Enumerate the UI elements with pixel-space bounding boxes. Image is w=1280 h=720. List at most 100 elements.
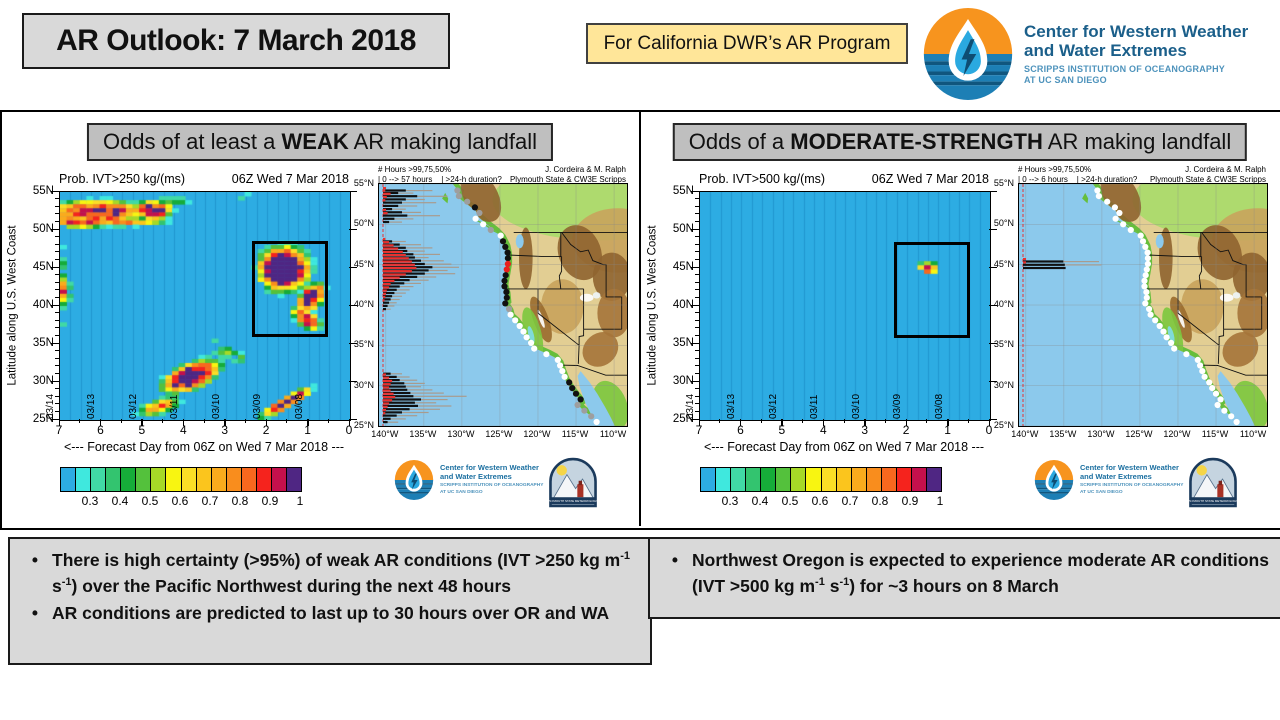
coast-duration-dot [1233, 418, 1240, 426]
forecast-date-label: 03/11 [169, 394, 181, 419]
colorbar-cell [76, 468, 92, 491]
colorbar-cell [61, 468, 77, 491]
y-axis-minor-tick [55, 365, 59, 367]
forecast-date-label: 03/08 [933, 393, 945, 419]
y-axis-minor-tick [55, 327, 59, 329]
logo-name-line1: Center for Western Weather [440, 463, 539, 473]
map-header: # Hours >99,75,50% | 0 --> 6 hours | >24… [1018, 165, 1137, 184]
coast-duration-dot [1209, 385, 1216, 392]
map-lat-label: 40°N [993, 299, 1014, 309]
map-lon-label: 120°W [1163, 429, 1191, 439]
y-axis-minor-tick [695, 395, 699, 397]
coast-duration-dot [1112, 215, 1119, 222]
colorbar-cell [286, 468, 301, 491]
logo-sub-line2: AT UC SAN DIEGO [1080, 489, 1123, 495]
probability-heatmap [59, 191, 351, 421]
colorbar-cell [881, 468, 897, 491]
y-axis-tick [989, 304, 997, 306]
logo-name-line1: Center for Western Weather [1024, 21, 1249, 41]
coast-duration-dot [512, 317, 519, 324]
colorbar-cell [256, 468, 272, 491]
y-axis-tick [349, 190, 357, 192]
x-axis-tick [265, 419, 268, 426]
y-axis-minor-tick [55, 395, 59, 397]
map-lat-label: 45°N [353, 258, 374, 269]
coast-duration-dot [501, 283, 508, 290]
y-axis-minor-tick [695, 198, 699, 200]
map-credit-line2: Plymouth State & CW3E Scripps [1149, 174, 1266, 184]
colorbar-tick-label: 0.3 [81, 494, 99, 508]
x-axis-tick [905, 419, 908, 426]
map-lat-label: 35°N [353, 339, 374, 350]
y-axis-tick [691, 304, 699, 306]
x-axis-tick-label: 7 [695, 423, 703, 437]
cw3e-small-text: Center for Western Weather and Water Ext… [1080, 464, 1183, 496]
coast-map-svg [379, 176, 637, 427]
y-axis-minor-tick [55, 350, 59, 352]
y-axis-tick [349, 418, 357, 420]
colorbar-cell [91, 468, 107, 491]
x-axis-tick [141, 419, 143, 426]
x-axis-tick-label: 6 [97, 423, 104, 437]
x-axis-minor-tick [244, 419, 246, 423]
map-lat-label: 35°N [993, 339, 1014, 350]
coast-duration-dot [572, 390, 580, 397]
colorbar-cell [791, 468, 807, 491]
coast-duration-dot [577, 396, 584, 403]
logo-name-line1: Center for Western Weather [1080, 463, 1179, 473]
panel-moderate-ar: Odds of a MODERATE-STRENGTH AR making la… [640, 110, 1280, 526]
coast-duration-dot [569, 385, 576, 392]
heatmap-title: Prob. IVT>500 kg/(ms) [699, 172, 826, 186]
map-credit-line1: J. Cordeira & M. Ralph [1185, 165, 1266, 174]
colorbar-tick-label: 0.4 [111, 494, 129, 508]
forecast-date-label: 03/08 [293, 393, 305, 419]
y-axis-tick-label: 55N [672, 185, 694, 197]
y-axis-tick-label: 30N [32, 375, 54, 387]
x-axis-tick [99, 419, 102, 426]
y-axis-tick-label: 40N [32, 299, 54, 311]
coast-duration-dot [504, 249, 511, 256]
x-axis-tick-label: 6 [737, 423, 744, 437]
text-segment: -1 [839, 576, 850, 589]
map-header-line1: # Hours >99,75,50% [378, 165, 452, 174]
coast-duration-dot [1146, 305, 1153, 313]
coast-duration-dot [531, 345, 538, 352]
y-axis-minor-tick [55, 289, 59, 291]
logo-sub-line1: SCRIPPS INSTITUTION OF OCEANOGRAPHY [440, 483, 544, 489]
x-axis-tick-label: 5 [778, 423, 786, 437]
colorbar-cell [136, 468, 152, 491]
x-axis-tick-label: 5 [138, 423, 146, 437]
heatmap-xlabel: <--- Forecast Day from 06Z on Wed 7 Mar … [63, 440, 345, 454]
y-axis-minor-tick [55, 274, 59, 276]
y-axis-minor-tick [695, 289, 699, 291]
y-axis-minor-tick [55, 372, 59, 374]
colorbar-cell [196, 468, 212, 491]
y-axis-tick [349, 380, 357, 382]
coast-duration-dot [487, 226, 494, 234]
coast-duration-dot [471, 204, 478, 211]
y-axis-minor-tick [695, 243, 699, 245]
coast-duration-dot [1095, 193, 1102, 200]
y-axis-tick-label: 55N [32, 185, 54, 197]
coast-duration-dot [1139, 238, 1147, 245]
coast-duration-dot [502, 300, 509, 307]
coast-duration-dot [1143, 289, 1150, 296]
colorbar-cell [716, 468, 732, 491]
bullet-item: • AR conditions are predicted to last up … [18, 600, 636, 626]
y-axis-tick-label: 25N [32, 413, 54, 425]
y-axis-minor-tick [695, 357, 699, 359]
map-lon-label: 140°W [371, 429, 399, 439]
coast-duration-dot [1206, 379, 1213, 386]
map-lat-label: 55°N [993, 178, 1014, 188]
map-lat-label: 45°N [993, 258, 1014, 269]
map-lon-label: 130°W [447, 429, 475, 439]
y-axis-tick [51, 418, 59, 420]
y-axis-minor-tick [695, 388, 699, 390]
slide-title: AR Outlook: 7 March 2018 [56, 24, 416, 57]
x-axis-minor-tick [760, 419, 762, 423]
y-axis-minor-tick [55, 319, 59, 321]
text-segment: Odds of a [688, 129, 791, 154]
coast-duration-dot [476, 209, 483, 217]
text-segment: There is high certainty (>95%) of weak A… [52, 550, 621, 570]
